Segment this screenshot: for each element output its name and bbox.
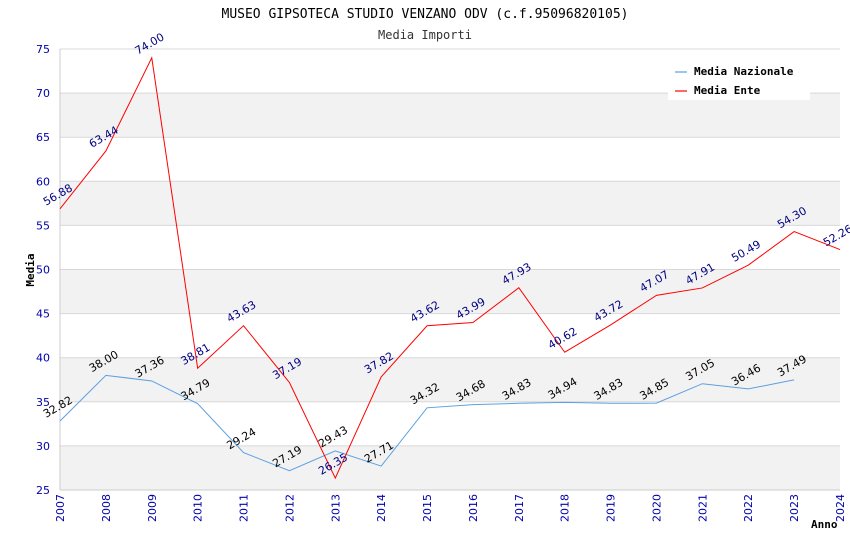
grid-lines [59, 48, 840, 491]
grid-band [60, 269, 840, 314]
grid-band [60, 225, 840, 270]
y-tick-label: 70 [36, 87, 50, 100]
grid-band [60, 357, 840, 402]
grid-band [60, 181, 840, 226]
legend-label-media-ente: Media Ente [694, 84, 761, 97]
x-tick-label: 2014 [375, 494, 388, 522]
x-tick-label: 2015 [421, 494, 434, 522]
x-tick-label: 2012 [283, 494, 296, 522]
x-tick-label: 2017 [513, 494, 526, 522]
y-tick-label: 65 [36, 131, 50, 144]
x-tick-label: 2019 [605, 494, 618, 522]
y-tick-label: 75 [36, 43, 50, 56]
legend-box [668, 60, 810, 100]
grid-band [60, 445, 840, 490]
x-tick-label: 2008 [100, 494, 113, 522]
series-lines [59, 56, 841, 480]
x-axis-ticks: 2007 2008 2009 2010 2011 2012 2013 2014 2015 2016… [54, 494, 847, 522]
y-tick-label: 45 [36, 308, 50, 321]
y-tick-label: 30 [36, 440, 50, 453]
series-line-media-nazionale [59, 374, 795, 472]
grid-bands [60, 49, 840, 490]
chart-subtitle: Media Importi [378, 28, 472, 42]
x-tick-label: 2013 [329, 494, 342, 522]
x-tick-label: 2011 [238, 494, 251, 522]
legend-label-media-nazionale: Media Nazionale [694, 65, 794, 78]
y-tick-label: 60 [36, 175, 50, 188]
grid-band [60, 93, 840, 138]
x-axis-label: Anno [811, 518, 838, 531]
y-axis-ticks: 25 30 35 40 45 50 55 60 65 70 75 [36, 43, 50, 497]
x-tick-label: 2010 [192, 494, 205, 522]
grid-band [60, 401, 840, 446]
x-tick-label: 2009 [146, 494, 159, 522]
grid-band [60, 137, 840, 182]
y-tick-label: 50 [36, 264, 50, 277]
x-tick-label: 2007 [54, 494, 67, 522]
x-tick-label: 2021 [696, 494, 709, 522]
series-line-media-ente [59, 56, 841, 480]
x-tick-label: 2020 [650, 494, 663, 522]
chart-title: MUSEO GIPSOTECA STUDIO VENZANO ODV (c.f.… [222, 7, 629, 22]
grid-band [60, 313, 840, 358]
y-tick-label: 25 [36, 484, 50, 497]
y-tick-label: 35 [36, 396, 50, 409]
y-tick-label: 40 [36, 352, 50, 365]
x-tick-label: 2024 [834, 494, 847, 522]
legend: Media Nazionale Media Ente [668, 60, 810, 100]
x-tick-label: 2023 [788, 494, 801, 522]
x-tick-label: 2018 [559, 494, 572, 522]
y-tick-label: 55 [36, 219, 50, 232]
x-tick-label: 2016 [467, 494, 480, 522]
x-tick-label: 2022 [742, 494, 755, 522]
y-axis-label: Media [24, 253, 37, 286]
